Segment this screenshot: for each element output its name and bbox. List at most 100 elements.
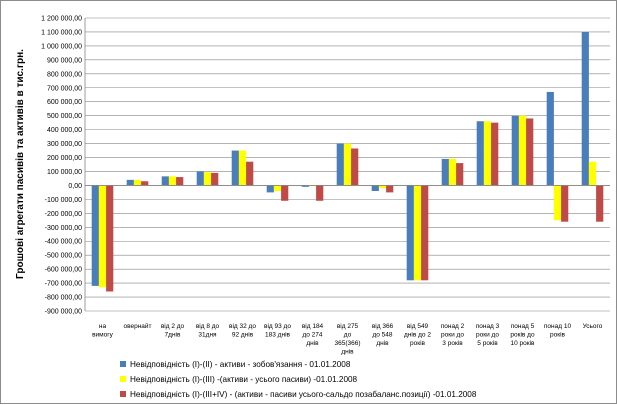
bar-series-1 — [266, 185, 274, 193]
y-tick-label: -400 000,00 — [45, 239, 82, 246]
y-tick-label: -500 000,00 — [45, 253, 82, 260]
bar-series-2 — [448, 158, 457, 186]
y-tick-label: -800 000,00 — [45, 295, 82, 302]
bar-series-1 — [581, 31, 589, 186]
legend-swatch-3 — [120, 391, 126, 397]
bar-series-2 — [238, 150, 247, 186]
bar-series-2 — [553, 185, 562, 221]
bar-series-3 — [246, 161, 254, 186]
bar-series-1 — [161, 176, 169, 186]
x-category-label: до 548 — [372, 332, 392, 339]
bar-series-1 — [91, 185, 99, 286]
x-category-label: до — [344, 332, 352, 339]
bar-series-3 — [281, 185, 289, 201]
x-category-label: днів — [306, 339, 319, 347]
x-category-label: роки до — [476, 332, 499, 339]
axes — [84, 18, 610, 311]
y-tick-label: -600 000,00 — [45, 267, 82, 274]
x-category-label: днів до 2 — [404, 331, 431, 339]
bar-series-1 — [301, 185, 309, 187]
y-tick-label: 100 000,00 — [47, 169, 82, 176]
bar-series-1 — [336, 143, 344, 186]
bar-series-1 — [231, 150, 239, 186]
bar-series-3 — [561, 185, 569, 222]
x-category-label: понад 5 — [511, 323, 535, 330]
bar-series-3 — [351, 148, 359, 186]
y-tick-label: -200 000,00 — [45, 211, 82, 218]
x-category-label: вимогу — [92, 332, 114, 339]
y-tick-label: -100 000,00 — [45, 197, 82, 204]
x-category-label: понад 10 — [544, 323, 572, 330]
y-tick-label: -300 000,00 — [45, 225, 82, 232]
x-category-label: від 32 до — [229, 322, 256, 330]
x-category-label: 31дня — [198, 332, 217, 339]
x-category-label: 5 років — [477, 339, 498, 347]
bar-series-3 — [316, 185, 324, 201]
bar-series-2 — [378, 185, 387, 189]
x-category-label: овернайт — [123, 322, 151, 330]
x-category-label: від 184 — [302, 322, 324, 330]
x-category-label: від 2 до — [161, 322, 185, 330]
y-tick-label: 200 000,00 — [47, 155, 82, 162]
bar-series-3 — [211, 172, 219, 186]
x-category-label: 10 років — [510, 339, 535, 347]
bar-series-1 — [371, 185, 379, 192]
legend: Невідповідність (І)-(ІІ) - активи - зобо… — [120, 360, 477, 399]
bar-series-2 — [168, 176, 177, 186]
bar-series-3 — [176, 177, 184, 186]
bar-series-3 — [141, 181, 149, 186]
x-category-label: на — [99, 323, 107, 330]
y-axis-title: Грошові агрегати пасивів та активів в ти… — [15, 49, 26, 279]
legend-swatch-1 — [120, 361, 126, 367]
legend-swatch-2 — [120, 376, 126, 382]
x-category-label: 183 днів — [265, 331, 290, 339]
y-tick-label: 900 000,00 — [47, 57, 82, 64]
bar-series-3 — [526, 118, 534, 186]
y-tick-label: 0,00 — [68, 183, 82, 190]
x-category-label: Усього — [583, 323, 603, 330]
bar-series-3 — [386, 185, 394, 193]
y-tick-label: 300 000,00 — [47, 141, 82, 148]
y-tick-label: 1 000 000,00 — [41, 43, 82, 50]
y-tick-label: 800 000,00 — [47, 71, 82, 78]
bar-series-1 — [196, 171, 204, 186]
y-tick-label: 1 200 000,00 — [41, 16, 82, 23]
bar-series-2 — [413, 185, 422, 281]
bar-series-2 — [203, 172, 212, 186]
y-tick-label: 600 000,00 — [47, 99, 82, 106]
x-category-label: років — [410, 339, 426, 347]
y-tick-label: 500 000,00 — [47, 113, 82, 120]
bar-series-2 — [98, 185, 107, 288]
bar-series-1 — [441, 158, 449, 186]
bar-series-1 — [476, 121, 484, 186]
bar-series-3 — [421, 185, 429, 281]
bar-series-2 — [483, 121, 492, 186]
bar-series-1 — [546, 91, 554, 186]
y-axis-tick-labels: 1 200 000,00 1 100 000,00 1 000 000,00 900 … — [41, 16, 82, 316]
x-category-label: від 8 до — [196, 322, 220, 330]
bar-series-3 — [106, 185, 114, 292]
x-category-label: 3 років — [442, 339, 463, 347]
x-category-label: від 366 — [372, 322, 394, 330]
y-tick-label: 1 100 000,00 — [41, 29, 82, 36]
x-category-label: днів — [341, 348, 354, 356]
legend-label-2: Невідповідність (І)-(ІІІ) -(активи - усь… — [130, 375, 358, 384]
bar-series-2 — [343, 143, 352, 186]
bar-series-1 — [511, 115, 519, 186]
x-category-label: 92 днів — [232, 331, 254, 339]
bars — [91, 31, 604, 292]
x-category-label: від 275 — [337, 322, 359, 330]
y-tick-label: 400 000,00 — [47, 127, 82, 134]
x-category-label: від 549 — [407, 322, 429, 330]
x-category-label: понад 3 — [476, 323, 500, 330]
bar-series-3 — [491, 122, 499, 186]
y-tick-label: -700 000,00 — [45, 281, 82, 288]
x-category-label: років — [550, 331, 566, 339]
bar-series-2 — [133, 179, 142, 186]
x-category-label: до 274 — [302, 332, 322, 339]
bar-series-3 — [456, 163, 464, 186]
x-category-label: понад 2 — [441, 323, 465, 330]
